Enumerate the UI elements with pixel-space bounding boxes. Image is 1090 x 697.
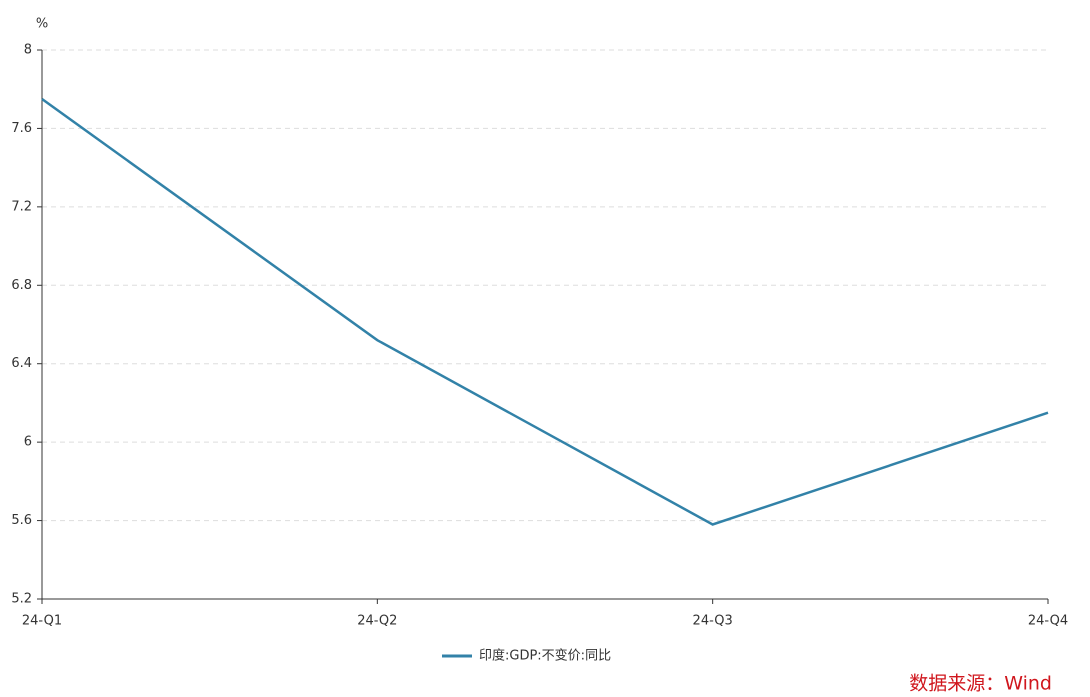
y-tick-label: 7.2 [11,199,32,214]
y-tick-label: 6.8 [11,278,32,293]
source: 数据来源：Wind [909,673,1052,695]
x-tick-label: 24-Q3 [693,614,733,629]
y-tick-label: 7.6 [11,121,32,136]
x-tick-label: 24-Q2 [357,614,397,629]
y-tick-label: 8 [24,43,32,58]
x-tick-label: 24-Q1 [22,614,62,629]
y-tick-label: 6.4 [11,356,32,371]
y-tick-label: 5.2 [11,592,32,607]
legend-label: 印度:GDP:不变价:同比 [479,648,611,664]
x-tick-label: 24-Q4 [1028,614,1068,629]
y-unit: % [36,17,48,32]
line [41,98,1049,526]
y-tick-label: 6 [24,435,32,450]
y-tick-label: 5.6 [11,513,32,528]
